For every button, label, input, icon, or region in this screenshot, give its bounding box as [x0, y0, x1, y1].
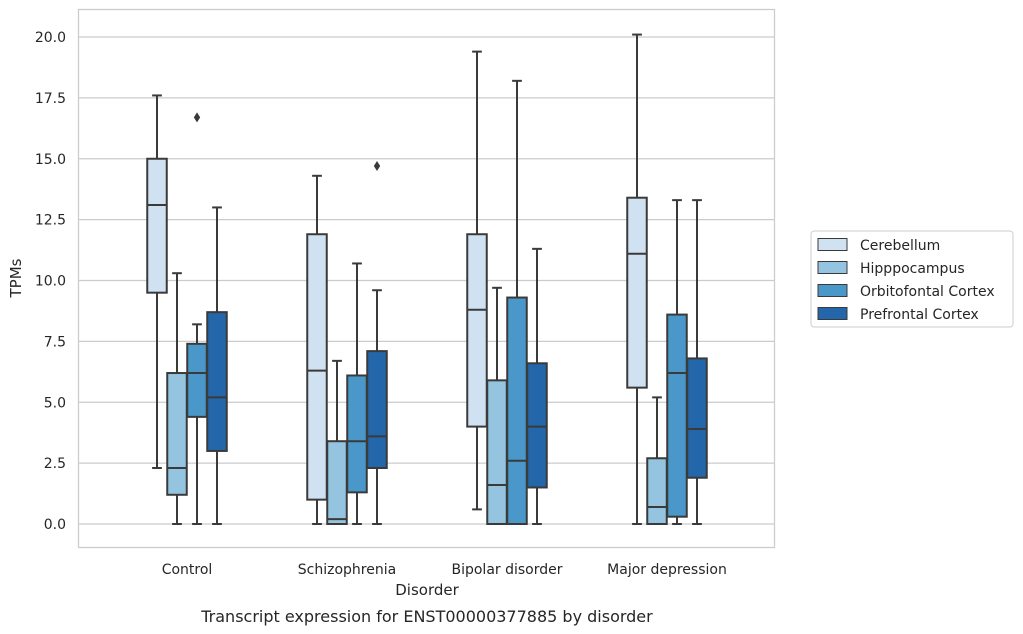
x-tick-label: Bipolar disorder	[451, 562, 562, 578]
legend-label: Cerebellum	[860, 238, 940, 254]
box-body	[146, 157, 168, 294]
y-tick-label: 17.5	[35, 91, 66, 107]
legend-label: Hipppocampus	[860, 261, 965, 277]
y-tick-label: 15.0	[35, 152, 66, 168]
box-3-2	[486, 286, 508, 525]
box-2-4	[366, 161, 388, 525]
box-2-1	[306, 174, 328, 525]
box-body	[166, 372, 188, 496]
box-body	[486, 379, 508, 525]
box-1-2	[166, 272, 188, 525]
legend-swatch	[817, 238, 848, 251]
legend-swatch	[817, 284, 848, 297]
box-2-2	[326, 359, 348, 525]
x-tick-label: Major depression	[607, 562, 727, 578]
box-groups	[146, 33, 708, 526]
legend-label: Orbitofontal Cortex	[860, 284, 995, 300]
legend: Cerebellum Hipppocampus Orbitofontal Corte…	[810, 230, 1014, 328]
box-body	[666, 313, 688, 518]
box-body	[366, 350, 388, 469]
box-body	[466, 233, 488, 428]
box-body	[326, 440, 348, 525]
chart-caption: Transcript expression for ENST0000037788…	[200, 607, 653, 626]
box-4-4	[686, 199, 708, 525]
box-3-1	[466, 50, 488, 511]
box-body	[306, 233, 328, 501]
y-tick-label: 2.5	[44, 456, 66, 472]
box-body	[526, 362, 548, 489]
box-body	[206, 311, 228, 452]
y-tick-label: 5.0	[44, 395, 66, 411]
box-4-1	[626, 33, 648, 525]
box-body	[626, 196, 648, 389]
y-axis-label: TPMs	[7, 258, 25, 298]
box-1-3	[186, 112, 208, 525]
plot-frame	[77, 8, 776, 549]
box-4-3	[666, 199, 688, 525]
y-tick-label: 10.0	[35, 274, 66, 290]
box-body	[186, 342, 208, 418]
x-tick-labels: Control Schizophrenia Bipolar disorder Majo…	[162, 562, 727, 578]
box-2-3	[346, 262, 368, 525]
box-1-1	[146, 94, 168, 469]
box-body	[506, 296, 528, 526]
box-1-4	[206, 206, 228, 525]
box-body	[646, 457, 668, 526]
x-tick-label: Schizophrenia	[298, 562, 396, 578]
outlier-point	[193, 112, 201, 123]
legend-label: Prefrontal Cortex	[860, 307, 979, 323]
x-tick-label: Control	[162, 562, 213, 578]
y-tick-labels: 0.0 2.5 5.0 7.5 10.0 12.5 15.0 17.5 20.0	[35, 30, 66, 533]
y-tick-label: 7.5	[44, 334, 66, 350]
box-body	[686, 357, 708, 479]
y-tick-label: 20.0	[35, 30, 66, 46]
box-3-4	[526, 247, 548, 525]
y-tick-label: 12.5	[35, 213, 66, 229]
outlier-point	[373, 161, 381, 172]
legend-swatch	[817, 307, 848, 320]
legend-swatch	[817, 261, 848, 274]
x-axis-label: Disorder	[395, 581, 459, 599]
y-tick-label: 0.0	[44, 517, 66, 533]
legend-frame	[810, 230, 1014, 328]
box-body	[346, 374, 368, 494]
